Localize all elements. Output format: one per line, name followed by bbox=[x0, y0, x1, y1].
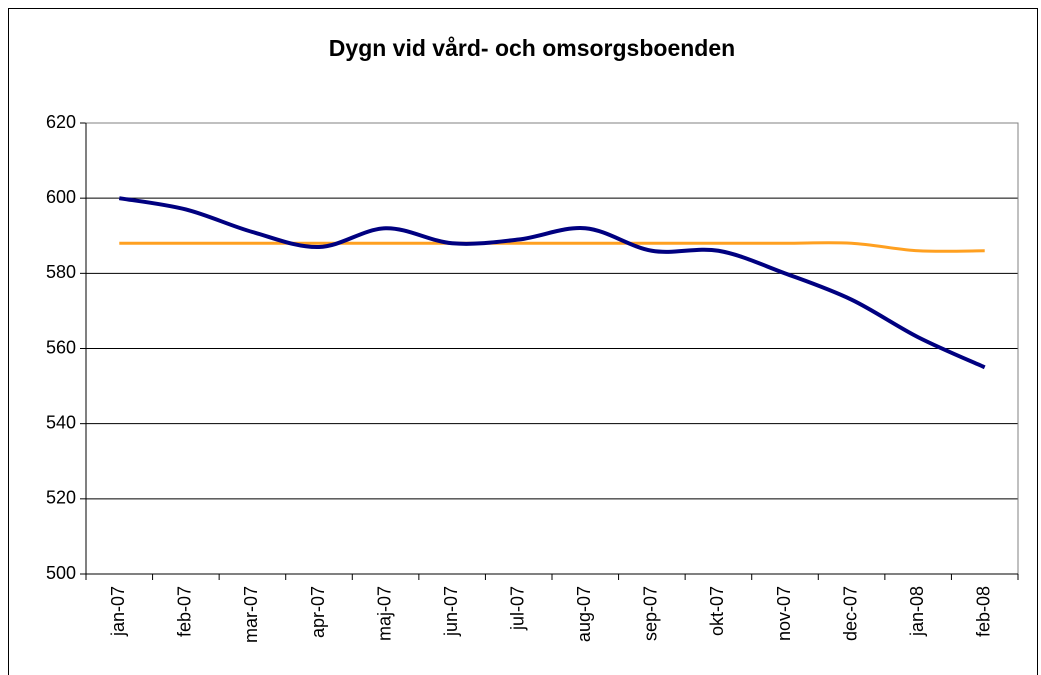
x-tick-label: jan-07 bbox=[108, 586, 128, 637]
y-tick-label: 600 bbox=[46, 187, 76, 207]
x-tick-label: mar-07 bbox=[241, 586, 261, 643]
y-tick-label: 620 bbox=[46, 112, 76, 132]
series-line bbox=[118, 196, 986, 370]
series-line bbox=[119, 241, 985, 253]
x-tick-label: sep-07 bbox=[641, 586, 661, 641]
y-tick-label: 580 bbox=[46, 262, 76, 282]
x-tick-label: dec-07 bbox=[840, 586, 860, 641]
x-tick-label: jul-07 bbox=[507, 586, 527, 631]
x-tick-label: okt-07 bbox=[707, 586, 727, 636]
y-tick-label: 560 bbox=[46, 337, 76, 357]
x-tick-label: aug-07 bbox=[574, 586, 594, 642]
chart-title: Dygn vid vård- och omsorgsboenden bbox=[329, 35, 735, 61]
x-tick-label: feb-08 bbox=[973, 586, 993, 637]
x-tick-label: feb-07 bbox=[175, 586, 195, 637]
x-tick-label: apr-07 bbox=[308, 586, 328, 638]
y-tick-label: 500 bbox=[46, 563, 76, 583]
y-tick-label: 520 bbox=[46, 488, 76, 508]
chart-border bbox=[8, 8, 1038, 675]
x-tick-label: jan-08 bbox=[907, 586, 927, 637]
x-tick-label: maj-07 bbox=[374, 586, 394, 641]
y-tick-label: 540 bbox=[46, 412, 76, 432]
x-tick-label: nov-07 bbox=[774, 586, 794, 641]
x-tick-label: jun-07 bbox=[441, 586, 461, 637]
